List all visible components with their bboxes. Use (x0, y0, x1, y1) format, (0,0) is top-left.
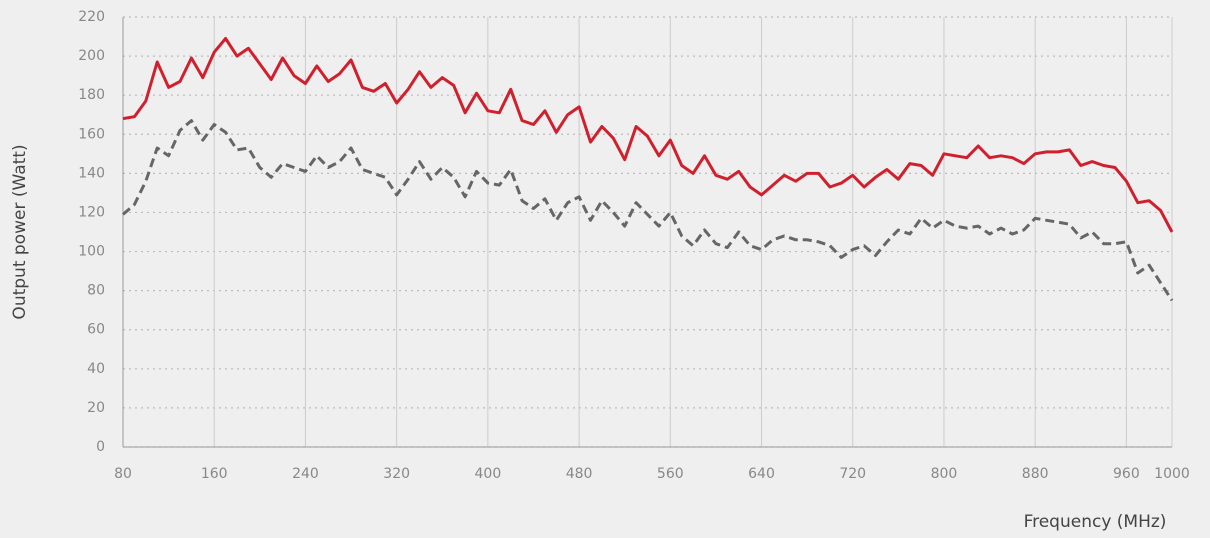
series-line (122, 37, 1174, 233)
x-tick-label: 800 (931, 466, 958, 482)
y-tick-label: 120 (78, 204, 105, 220)
y-tick-label: 140 (78, 165, 105, 181)
y-tick-label: 160 (78, 126, 105, 142)
x-tick-label: 240 (292, 466, 319, 482)
x-tick-label: 400 (475, 466, 502, 482)
x-tick-label: 640 (748, 466, 775, 482)
x-tick-label: 960 (1113, 466, 1140, 482)
y-tick-label: 80 (87, 283, 105, 299)
x-tick-label: 160 (201, 466, 228, 482)
x-tick-label: 1000 (1154, 466, 1190, 482)
y-axis-label: Output power (Watt) (10, 144, 30, 319)
x-tick-label: 720 (839, 466, 866, 482)
y-tick-label: 100 (78, 244, 105, 260)
x-axis-label: Frequency (MHz) (1024, 512, 1167, 532)
y-tick-label: 0 (96, 439, 105, 455)
y-tick-label: 220 (78, 9, 105, 25)
x-tick-label: 320 (383, 466, 410, 482)
y-tick-label: 40 (87, 361, 105, 377)
x-tick-label: 80 (114, 466, 132, 482)
series-line (122, 119, 1174, 302)
x-tick-label: 560 (657, 466, 684, 482)
y-tick-label: 200 (78, 48, 105, 64)
x-tick-label: 480 (566, 466, 593, 482)
y-tick-label: 180 (78, 87, 105, 103)
x-tick-label: 880 (1022, 466, 1049, 482)
y-tick-label: 20 (87, 400, 105, 416)
y-tick-label: 60 (87, 322, 105, 338)
